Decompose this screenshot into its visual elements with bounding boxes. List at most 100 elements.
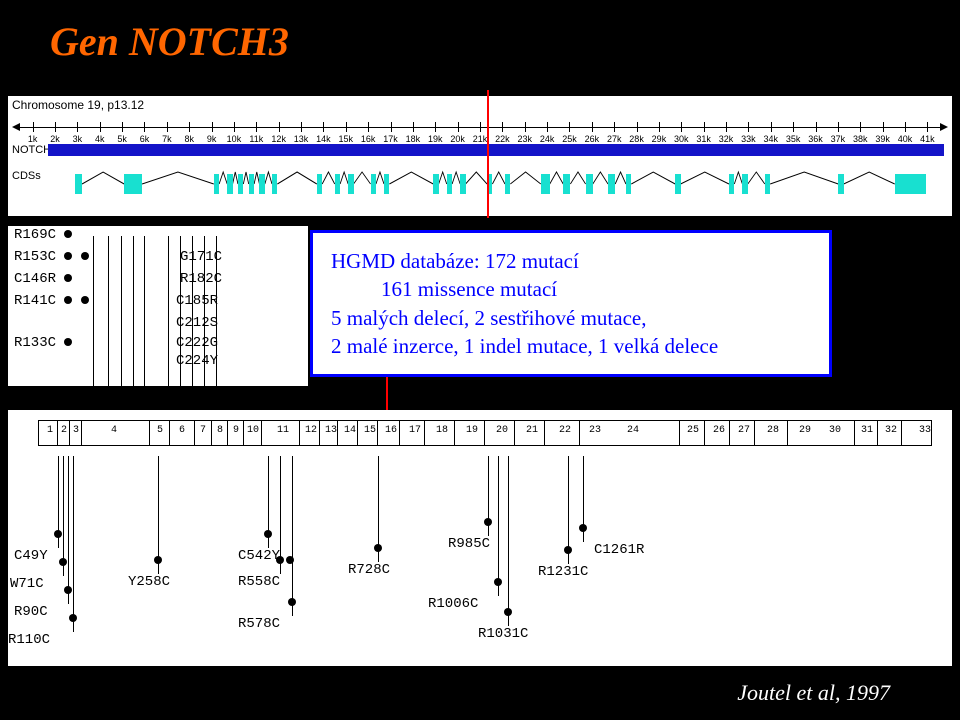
ruler-tick [100,122,101,132]
exon-divider [854,421,855,445]
exon-divider [787,421,788,445]
ruler-tick [480,122,481,132]
exon-number: 18 [436,425,448,436]
exon-box [742,174,747,194]
exon-number: 26 [713,425,725,436]
ruler-tick-label: 14k [316,134,331,144]
ruler-tick-label: 4k [95,134,105,144]
connector-line [192,236,193,406]
exon-divider [69,421,70,445]
connector-line [133,236,134,406]
ruler-tick [77,122,78,132]
ruler-tick [748,122,749,132]
exon-box [433,174,438,194]
exon-number: 16 [385,425,397,436]
exon-box [317,174,322,194]
exon-number: 11 [277,425,289,436]
ruler-tick [816,122,817,132]
hgmd-line: 5 malých delecí, 2 sestřihové mutace, [331,304,811,332]
exon-divider [399,421,400,445]
exon-number: 1 [47,425,53,436]
mutation-label: C222G [176,334,218,352]
connector-line [68,456,69,604]
exon-bar: 1234567891011121314151617181920212223242… [38,420,932,446]
exon-divider [729,421,730,445]
ruler-tick [256,122,257,132]
ruler-tick [838,122,839,132]
connector-line [180,236,181,406]
ruler-tick [569,122,570,132]
exon-divider [149,421,150,445]
exon-number: 13 [325,425,337,436]
exon-number: 21 [526,425,538,436]
mutation-label: R141C [14,292,89,310]
ruler-tick [659,122,660,132]
exon-number: 32 [885,425,897,436]
ruler-tick [301,122,302,132]
exon-divider [211,421,212,445]
exon-divider [877,421,878,445]
exon-divider [579,421,580,445]
exon-divider [194,421,195,445]
exon-divider [754,421,755,445]
exon-divider [377,421,378,445]
mutation-label: C49Y [14,548,48,564]
exon-number: 31 [861,425,873,436]
ruler-tick-label: 1k [28,134,38,144]
exon-divider [484,421,485,445]
exon-divider [261,421,262,445]
ruler-tick [927,122,928,132]
ruler-tick-label: 19k [428,134,443,144]
connector-line [168,236,169,406]
mutation-label: R728C [348,562,390,578]
mutation-labels-top: R169C R153C G171CC146R R182CR141C C185RC… [8,226,308,386]
ruler-tick-label: 24k [540,134,555,144]
mutation-dot [288,598,296,606]
exon-divider [81,421,82,445]
exon-number: 24 [627,425,639,436]
exon-divider [357,421,358,445]
exon-box [348,174,353,194]
ruler-tick [189,122,190,132]
mutation-dot [484,518,492,526]
ruler-tick-label: 5k [117,134,127,144]
connector-line [121,236,122,406]
mutation-label: W71C [10,576,44,592]
exon-number: 3 [73,425,79,436]
ruler-tick-label: 8k [184,134,194,144]
ruler-tick [637,122,638,132]
exon-box [460,174,465,194]
exon-number: 15 [364,425,376,436]
mutation-label: R578C [238,616,280,632]
ruler-tick-label: 21k [473,134,488,144]
ruler-tick [413,122,414,132]
exon-divider [454,421,455,445]
ruler-tick-label: 2k [50,134,60,144]
exon-box [272,174,277,194]
exon-box [563,174,570,194]
connector-line [292,456,293,616]
ruler-tick-label: 20k [450,134,465,144]
mutation-label: C1261R [594,542,644,558]
mutation-label: C212S [176,314,218,332]
exon-box [838,174,843,194]
exon-divider [424,421,425,445]
exon-box [227,174,232,194]
exon-box [214,174,219,194]
ruler-tick-label: 23k [517,134,532,144]
exon-number: 22 [559,425,571,436]
exon-bar-panel: 1234567891011121314151617181920212223242… [8,410,952,456]
ruler-tick [793,122,794,132]
exon-box [608,174,615,194]
mutation-label: R1231C [538,564,588,580]
ruler-tick [435,122,436,132]
ruler-tick-label: 35k [786,134,801,144]
connector-line [93,236,94,406]
ruler-tick [681,122,682,132]
exon-number: 4 [111,425,117,436]
mutation-label: R985C [448,536,490,552]
exon-number: 8 [217,425,223,436]
ruler-tick-label: 9k [207,134,217,144]
connector-line [73,456,74,632]
exon-divider [227,421,228,445]
